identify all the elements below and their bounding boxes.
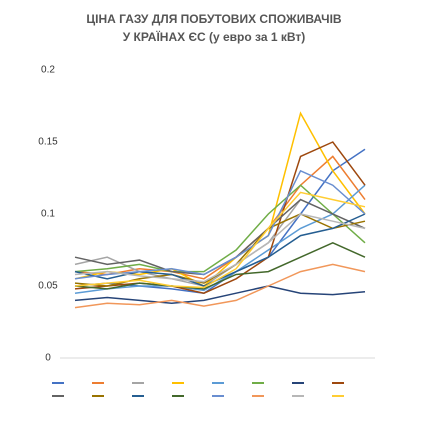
series-line xyxy=(74,191,366,289)
series-line xyxy=(74,213,366,283)
y-tick-label: 0.05 xyxy=(38,281,58,292)
series-line xyxy=(74,198,366,276)
series-line xyxy=(74,184,366,273)
y-tick-label: 0.2 xyxy=(41,65,55,76)
series-line xyxy=(74,263,366,309)
y-tick-label: 0.15 xyxy=(38,137,58,148)
series-line xyxy=(74,155,366,280)
y-tick-label: 0.1 xyxy=(41,209,55,220)
series-line xyxy=(74,141,366,294)
y-tick-label: 0 xyxy=(45,353,51,364)
series-line xyxy=(74,285,366,305)
chart-title: ЦІНА ГАЗУ ДЛЯ ПОБУТОВИХ СПОЖИВАЧІВ xyxy=(86,12,342,26)
series-line xyxy=(74,241,366,290)
chart-title: У КРАЇНАХ ЄС (у евро за 1 кВт) xyxy=(123,29,306,44)
